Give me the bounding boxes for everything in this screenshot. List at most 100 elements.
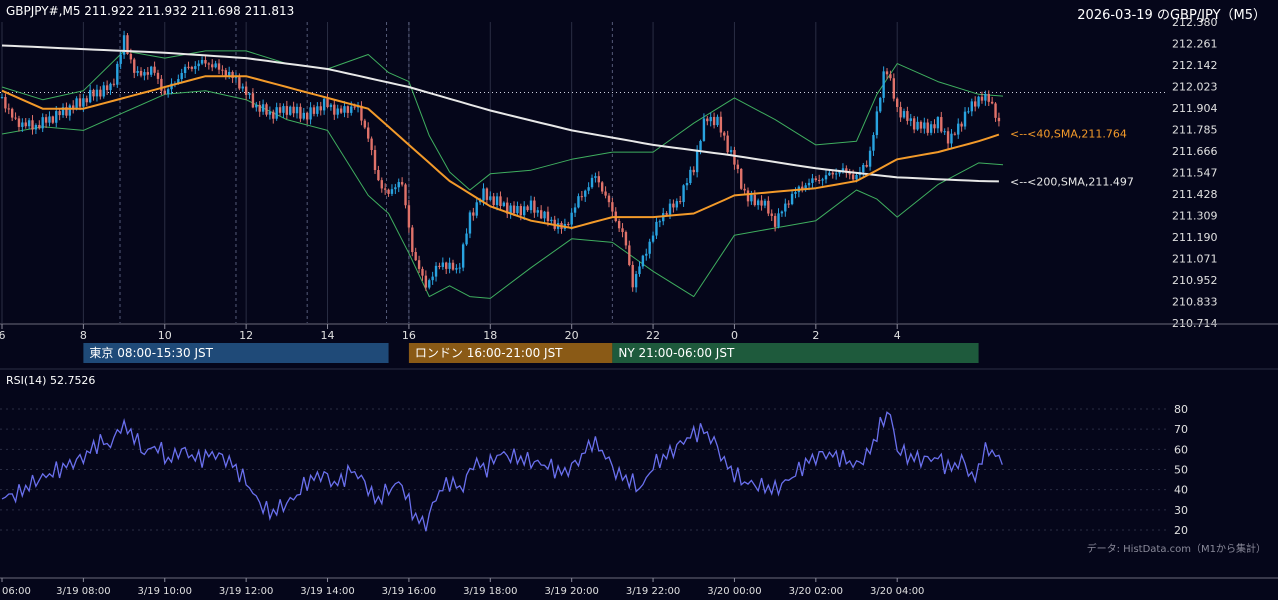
- candle-body: [231, 71, 234, 79]
- candle-body: [194, 66, 197, 69]
- candle-body: [207, 63, 211, 65]
- candle-body: [200, 59, 204, 64]
- candle-body: [780, 211, 784, 214]
- candle-body: [963, 111, 967, 127]
- candle-body: [34, 124, 38, 130]
- price-y-tick-label: 211.309: [1172, 210, 1218, 223]
- candle-body: [88, 89, 92, 103]
- rsi-y-tick-label: 70: [1174, 423, 1188, 436]
- price-x-tick-label: 8: [80, 329, 87, 342]
- candle-body: [777, 213, 780, 227]
- candle-body: [431, 276, 434, 281]
- candle-body: [695, 150, 699, 173]
- candle-body: [268, 111, 272, 115]
- candle-body: [753, 194, 756, 206]
- candle-body: [868, 150, 872, 167]
- candle-body: [400, 182, 404, 185]
- rsi-y-tick-label: 20: [1174, 524, 1188, 537]
- candle-body: [285, 106, 289, 115]
- session-band: [408, 343, 613, 363]
- candle-body: [190, 66, 194, 69]
- bollinger-upper-line: [1, 50, 1004, 191]
- candle-body: [370, 138, 373, 151]
- candle-body: [509, 205, 512, 214]
- candle-body: [136, 70, 139, 73]
- candle-body: [712, 116, 716, 126]
- candle-body: [305, 112, 309, 120]
- candle-body: [702, 118, 706, 141]
- candle-body: [862, 164, 865, 173]
- rsi-x-tick-label: 3/19 14:00: [300, 586, 354, 597]
- candle-body: [980, 96, 984, 101]
- candle-body: [109, 83, 112, 91]
- candle-body: [441, 262, 445, 267]
- price-y-tick-label: 211.428: [1172, 188, 1218, 201]
- candle-body: [238, 77, 241, 89]
- candle-body: [38, 124, 41, 129]
- candle-body: [699, 140, 702, 151]
- candle-body: [278, 107, 282, 113]
- candle-body: [882, 71, 885, 98]
- candle-body: [333, 104, 336, 115]
- sma200-line: [1, 44, 999, 183]
- candle-body: [214, 63, 217, 68]
- session-band: [83, 343, 389, 363]
- candle-body: [760, 200, 763, 206]
- candle-body: [916, 121, 919, 130]
- candle-body: [55, 111, 58, 123]
- candle-body: [244, 86, 248, 95]
- candle-body: [156, 72, 160, 79]
- candle-body: [773, 215, 777, 227]
- candle-body: [523, 206, 526, 216]
- price-x-tick-label: 6: [0, 329, 6, 342]
- candle-body: [726, 135, 729, 153]
- candle-body: [143, 72, 146, 76]
- candle-body: [733, 150, 736, 165]
- candle-body: [465, 233, 468, 245]
- candle-body: [533, 200, 536, 213]
- candle-body: [424, 275, 428, 288]
- candle-body: [248, 93, 251, 95]
- candle-body: [736, 164, 740, 169]
- candle-body: [336, 108, 339, 115]
- candle-body: [794, 192, 797, 194]
- candle-body: [990, 101, 994, 104]
- candle-body: [641, 255, 645, 267]
- candle-body: [377, 170, 380, 181]
- candle-body: [150, 66, 153, 75]
- candle-body: [360, 105, 363, 121]
- candle-body: [597, 176, 601, 183]
- candle-body: [166, 89, 170, 94]
- candle-body: [675, 201, 678, 208]
- candle-body: [295, 106, 299, 114]
- candle-body: [343, 106, 346, 113]
- candle-body: [957, 123, 960, 135]
- candle-body: [129, 53, 133, 60]
- candle-body: [468, 212, 472, 234]
- candle-body: [319, 106, 322, 111]
- candle-body: [7, 108, 10, 110]
- candle-body: [112, 83, 116, 85]
- candle-body: [241, 86, 244, 89]
- candle-body: [824, 175, 828, 180]
- candle-body: [4, 97, 7, 109]
- rsi-x-tick-label: 3/19 18:00: [463, 586, 517, 597]
- candle-body: [445, 262, 448, 269]
- price-y-tick-label: 211.904: [1172, 102, 1218, 115]
- price-y-tick-label: 212.023: [1172, 81, 1218, 94]
- candle-body: [587, 187, 590, 191]
- candle-body: [390, 189, 394, 194]
- candle-body: [105, 85, 109, 91]
- candle-body: [48, 116, 51, 123]
- price-x-tick-label: 0: [731, 329, 738, 342]
- candle-body: [689, 169, 692, 183]
- candle-body: [312, 107, 316, 114]
- candle-body: [658, 221, 662, 223]
- candle-body: [936, 117, 940, 129]
- candle-body: [885, 71, 889, 75]
- candle-body: [953, 133, 957, 135]
- candle-body: [275, 107, 278, 119]
- candle-body: [65, 107, 68, 116]
- price-y-tick-label: 210.952: [1172, 274, 1218, 287]
- candle-body: [912, 118, 916, 130]
